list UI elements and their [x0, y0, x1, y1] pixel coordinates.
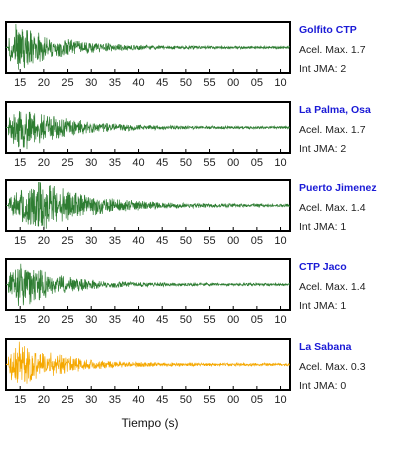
x-tick-label: 05	[251, 77, 263, 89]
x-tick-label: 50	[180, 394, 192, 406]
x-tick-label: 25	[61, 77, 73, 89]
max-accel-label: Acel. Max. 1.4	[299, 202, 366, 214]
x-axis-title: Tiempo (s)	[122, 416, 179, 430]
x-tick-label: 00	[227, 235, 239, 247]
x-tick-label: 50	[180, 235, 192, 247]
x-tick-label: 20	[38, 235, 50, 247]
x-tick-label: 25	[61, 157, 73, 169]
x-tick-label: 00	[227, 394, 239, 406]
x-tick-label: 15	[14, 314, 26, 326]
x-tick-label: 45	[156, 394, 168, 406]
x-tick-label: 35	[109, 394, 121, 406]
x-tick-label: 10	[274, 394, 286, 406]
station-name: Puerto Jimenez	[299, 182, 377, 194]
x-tick-label: 20	[38, 157, 50, 169]
x-tick-label: 15	[14, 235, 26, 247]
x-tick-label: 15	[14, 394, 26, 406]
x-tick-label: 00	[227, 157, 239, 169]
x-tick-label: 15	[14, 157, 26, 169]
x-tick-label: 30	[85, 77, 97, 89]
x-tick-label: 25	[61, 394, 73, 406]
x-tick-label: 05	[251, 314, 263, 326]
max-accel-label: Acel. Max. 0.3	[299, 361, 366, 373]
x-tick-label: 00	[227, 77, 239, 89]
x-tick-label: 30	[85, 235, 97, 247]
station-name: La Sabana	[299, 341, 352, 353]
x-tick-label: 40	[132, 314, 144, 326]
x-tick-label: 20	[38, 394, 50, 406]
max-accel-label: Acel. Max. 1.7	[299, 124, 366, 136]
x-tick-label: 50	[180, 314, 192, 326]
waveform-trace	[6, 181, 290, 230]
station-name: La Palma, Osa	[299, 104, 371, 116]
max-accel-label: Acel. Max. 1.4	[299, 281, 366, 293]
x-tick-label: 00	[227, 314, 239, 326]
x-tick-label: 05	[251, 157, 263, 169]
waveform-trace	[5, 263, 290, 307]
x-tick-label: 15	[14, 77, 26, 89]
x-tick-label: 10	[274, 314, 286, 326]
x-tick-label: 25	[61, 314, 73, 326]
jma-intensity-label: Int JMA: 2	[299, 63, 346, 75]
x-tick-label: 55	[203, 394, 215, 406]
x-tick-label: 30	[85, 394, 97, 406]
x-tick-label: 40	[132, 77, 144, 89]
x-tick-label: 05	[251, 235, 263, 247]
x-tick-label: 25	[61, 235, 73, 247]
x-tick-label: 20	[38, 314, 50, 326]
x-tick-label: 20	[38, 77, 50, 89]
max-accel-label: Acel. Max. 1.7	[299, 44, 366, 56]
waveform-trace	[5, 23, 290, 70]
x-tick-label: 45	[156, 314, 168, 326]
x-tick-label: 35	[109, 314, 121, 326]
jma-intensity-label: Int JMA: 1	[299, 300, 346, 312]
x-tick-label: 40	[132, 394, 144, 406]
x-tick-label: 50	[180, 77, 192, 89]
x-tick-label: 10	[274, 235, 286, 247]
x-tick-label: 05	[251, 394, 263, 406]
x-tick-label: 10	[274, 77, 286, 89]
station-name: CTP Jaco	[299, 261, 347, 273]
x-tick-label: 50	[180, 157, 192, 169]
jma-intensity-label: Int JMA: 0	[299, 380, 346, 392]
x-tick-label: 55	[203, 235, 215, 247]
x-tick-label: 35	[109, 157, 121, 169]
x-tick-label: 55	[203, 77, 215, 89]
x-tick-label: 30	[85, 157, 97, 169]
x-tick-label: 10	[274, 157, 286, 169]
x-tick-label: 45	[156, 157, 168, 169]
x-tick-label: 40	[132, 157, 144, 169]
x-tick-label: 55	[203, 314, 215, 326]
x-tick-label: 35	[109, 77, 121, 89]
station-name: Golfito CTP	[299, 24, 357, 36]
jma-intensity-label: Int JMA: 1	[299, 221, 346, 233]
jma-intensity-label: Int JMA: 2	[299, 143, 346, 155]
waveform-trace	[5, 111, 291, 150]
waveform-trace	[5, 341, 290, 384]
x-tick-label: 40	[132, 235, 144, 247]
x-tick-label: 35	[109, 235, 121, 247]
x-tick-label: 45	[156, 77, 168, 89]
x-tick-label: 45	[156, 235, 168, 247]
x-tick-label: 30	[85, 314, 97, 326]
x-tick-label: 55	[203, 157, 215, 169]
